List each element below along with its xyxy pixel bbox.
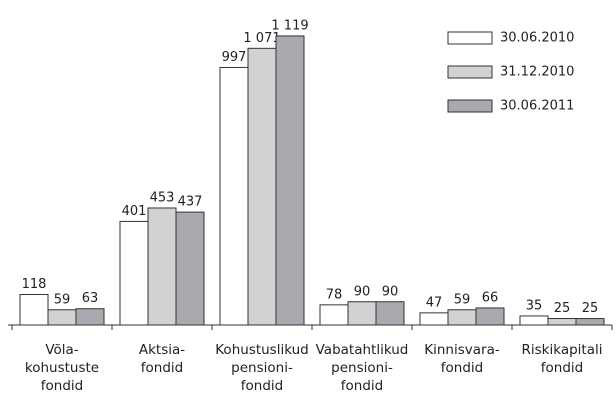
- bar: [119, 220, 149, 326]
- value-label: 35: [526, 298, 543, 313]
- value-label: 437: [178, 195, 203, 210]
- x-tick-label-line: Võla-: [45, 342, 78, 358]
- x-tick-label-line: fondid: [241, 378, 283, 394]
- legend-swatch: [447, 99, 493, 113]
- value-label: 63: [82, 291, 99, 306]
- value-label: 453: [150, 190, 175, 205]
- value-label: 90: [354, 284, 371, 299]
- legend-label: 31.12.2010: [500, 65, 574, 80]
- x-tick-label-line: Kohustuslikud: [215, 342, 309, 358]
- legend-swatch: [447, 65, 493, 79]
- bar: [475, 307, 505, 326]
- value-label: 401: [122, 204, 147, 219]
- value-label: 59: [454, 292, 471, 307]
- value-label: 118: [22, 277, 47, 292]
- bar: [175, 211, 205, 326]
- bar: [319, 304, 349, 326]
- legend-label: 30.06.2011: [500, 99, 574, 114]
- bar: [147, 207, 177, 326]
- value-label: 59: [54, 292, 71, 307]
- bar: [575, 318, 605, 326]
- x-tick-label-line: kohustuste: [25, 360, 99, 376]
- x-tick-label-line: pensioni-: [231, 360, 293, 376]
- bar: [447, 309, 477, 326]
- value-label: 1 119: [271, 18, 308, 33]
- x-tick-label-line: fondid: [41, 378, 83, 394]
- legend-label: 30.06.2010: [500, 31, 574, 46]
- bar: [519, 315, 549, 326]
- bar: [247, 47, 277, 326]
- legend-swatch: [447, 31, 493, 45]
- bar: [19, 294, 49, 326]
- value-label: 25: [582, 301, 599, 316]
- value-label: 78: [326, 287, 343, 302]
- x-tick-label-line: fondid: [441, 360, 483, 376]
- x-tick-label-line: fondid: [541, 360, 583, 376]
- x-tick-label-line: fondid: [141, 360, 183, 376]
- bar: [47, 309, 77, 326]
- bar: [75, 308, 105, 326]
- bar: [347, 301, 377, 326]
- value-label: 25: [554, 301, 571, 316]
- x-tick-label: Kinnisvara-fondid: [424, 342, 500, 376]
- value-label: 47: [426, 295, 443, 310]
- value-label: 66: [482, 290, 499, 305]
- x-tick-label: Vabatahtlikud pensioni-fondid: [316, 342, 409, 394]
- value-label: 1 071: [243, 31, 280, 46]
- bar: [219, 66, 249, 326]
- value-label: 90: [382, 284, 399, 299]
- x-tick-label: Riskikapitali fondid: [522, 342, 603, 376]
- value-label: 997: [222, 50, 247, 65]
- bar: [275, 35, 305, 326]
- x-tick-label-line: Kinnisvara-: [424, 342, 500, 358]
- bar: [547, 318, 577, 326]
- x-tick-label-line: Vabatahtlikud: [316, 342, 409, 358]
- x-tick-label-line: Riskikapitali: [522, 342, 603, 358]
- x-tick-label-line: pensioni-: [331, 360, 393, 376]
- x-tick-label: Võla-kohustuste fondid: [25, 342, 99, 394]
- x-tick-label: Aktsia-fondid: [139, 342, 185, 376]
- bar: [375, 301, 405, 326]
- bar: [419, 312, 449, 326]
- x-tick-label: Kohustuslikud pensioni-fondid: [215, 342, 309, 394]
- x-tick-label-line: fondid: [341, 378, 383, 394]
- x-tick-label-line: Aktsia-: [139, 342, 185, 358]
